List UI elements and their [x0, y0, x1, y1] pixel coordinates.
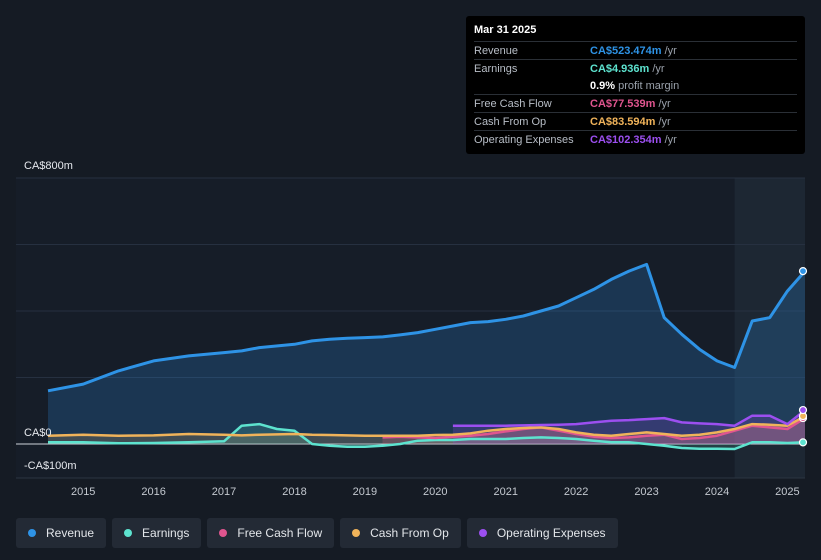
- legend-dot-icon: [478, 529, 487, 537]
- tooltip-suffix: /yr: [652, 62, 665, 75]
- end-marker-revenue: [798, 267, 808, 276]
- legend-label: Cash From Op: [370, 526, 449, 540]
- end-markers: [798, 267, 808, 447]
- x-axis: 2015 2016 2017 2018 2019 2020 2021 2022 2023 2024…: [71, 486, 800, 498]
- tooltip-value: CA$102.354m: [590, 133, 662, 146]
- legend-dot-icon: [352, 529, 361, 537]
- legend-dot-icon: [28, 529, 36, 537]
- legend-item-operating-expenses[interactable]: Operating Expenses: [466, 518, 618, 548]
- chart-legend: Revenue Earnings Free Cash Flow Cash Fro…: [16, 518, 618, 548]
- legend-label: Free Cash Flow: [237, 526, 323, 540]
- data-tooltip: Mar 31 2025 Revenue CA$523.474m /yr Earn…: [466, 16, 805, 154]
- x-tick-label: 2017: [212, 486, 236, 498]
- legend-dot-icon: [219, 529, 228, 537]
- tooltip-suffix: /yr: [658, 97, 671, 110]
- tooltip-label: Earnings: [474, 62, 518, 75]
- legend-item-earnings[interactable]: Earnings: [112, 518, 202, 548]
- legend-item-free-cash-flow[interactable]: Free Cash Flow: [207, 518, 335, 548]
- tooltip-value: CA$83.594m: [590, 115, 656, 128]
- tooltip-value: CA$4.936m: [590, 62, 650, 75]
- tooltip-value: CA$523.474m: [590, 44, 662, 57]
- end-marker-operating-expenses: [798, 405, 808, 415]
- x-tick-label: 2019: [353, 486, 377, 498]
- line-free-cash-flow: [382, 417, 806, 441]
- tooltip-label: Free Cash Flow: [474, 97, 552, 110]
- tooltip-date: Mar 31 2025: [474, 24, 537, 36]
- x-tick-label: 2016: [141, 486, 165, 498]
- tooltip-row-free-cash-flow: Free Cash Flow CA$77.539m /yr: [474, 94, 797, 112]
- area-free-cash-flow: [382, 418, 805, 444]
- tooltip-row-revenue: Revenue CA$523.474m /yr: [474, 41, 797, 59]
- x-tick-label: 2023: [634, 486, 658, 498]
- tooltip-label: Operating Expenses: [474, 133, 574, 146]
- tooltip-suffix: /yr: [658, 115, 671, 128]
- x-tick-label: 2025: [775, 486, 799, 498]
- tooltip-value: CA$77.539m: [590, 97, 656, 110]
- x-tick-label: 2020: [423, 486, 447, 498]
- tooltip-value: 0.9%: [590, 79, 616, 92]
- legend-dot-icon: [124, 529, 133, 537]
- x-tick-label: 2021: [493, 486, 517, 498]
- x-tick-label: 2015: [71, 486, 95, 498]
- line-revenue: [47, 262, 807, 393]
- area-revenue: [48, 264, 805, 444]
- x-tick-label: 2024: [705, 486, 729, 498]
- line-cash-from-op: [47, 415, 806, 437]
- legend-label: Earnings: [142, 526, 190, 540]
- line-earnings: [48, 422, 806, 451]
- y-axis-bottom-label: -CA$100m: [24, 460, 77, 472]
- legend-item-revenue[interactable]: Revenue: [16, 518, 107, 548]
- end-marker-earnings: [798, 438, 808, 447]
- legend-item-cash-from-op[interactable]: Cash From Op: [340, 518, 461, 548]
- legend-label: Operating Expenses: [496, 526, 606, 540]
- tooltip-row-cash-from-op: Cash From Op CA$83.594m /yr: [474, 112, 797, 130]
- legend-label: Revenue: [46, 526, 95, 540]
- tooltip-label: Revenue: [474, 44, 519, 57]
- y-axis-zero-label: CA$0: [24, 427, 52, 439]
- tooltip-row-operating-expenses: Operating Expenses CA$102.354m /yr: [474, 130, 797, 148]
- tooltip-label: Cash From Op: [474, 115, 547, 128]
- tooltip-row-earnings: Earnings CA$4.936m /yr: [474, 59, 797, 77]
- line-operating-expenses: [452, 409, 806, 427]
- tooltip-suffix: profit margin: [618, 79, 680, 92]
- y-axis-top-label: CA$800m: [24, 160, 73, 172]
- tooltip-suffix: /yr: [664, 133, 677, 146]
- x-tick-label: 2018: [282, 486, 306, 498]
- tooltip-row-profit-margin: 0.9% profit margin: [474, 77, 797, 94]
- tooltip-suffix: /yr: [664, 44, 677, 57]
- line-layer: [47, 262, 807, 451]
- x-tick-label: 2022: [564, 486, 588, 498]
